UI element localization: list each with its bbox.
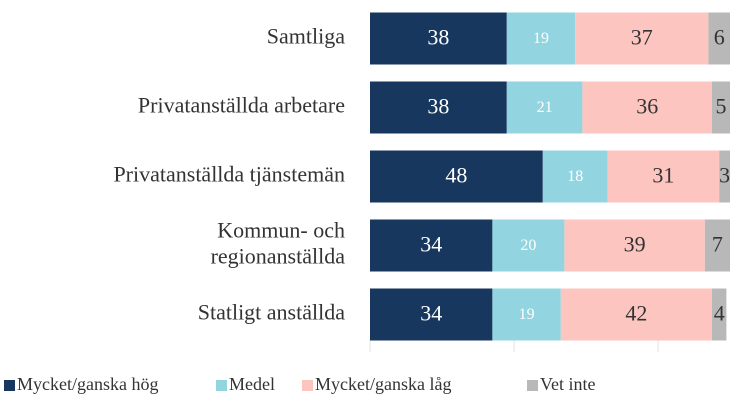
category-label-line: regionanställda (211, 244, 346, 269)
value-label: 34 (420, 232, 442, 257)
bar-segment (370, 150, 543, 203)
legend-swatch (4, 380, 15, 391)
legend-label: Medel (229, 374, 275, 394)
legend-label: Mycket/ganska hög (17, 374, 158, 394)
bar-segment (704, 219, 730, 272)
value-label: 7 (712, 232, 723, 257)
bar-segment (370, 12, 507, 65)
bar-segment (564, 219, 705, 272)
value-label: 36 (636, 94, 658, 119)
value-label: 48 (445, 163, 467, 188)
category-label: Kommun- och regionanställda (211, 218, 346, 269)
bar-segment (719, 150, 730, 203)
value-label: 38 (427, 94, 449, 119)
legend-label: Mycket/ganska låg (315, 374, 451, 394)
category-label-line: Kommun- och (217, 218, 345, 243)
value-label: 6 (714, 25, 725, 50)
bar-segment (712, 288, 727, 341)
value-label: 38 (427, 25, 449, 50)
legend-swatch (216, 380, 227, 391)
bar-segment (370, 288, 493, 341)
bar-segment (575, 12, 709, 65)
value-label: 37 (631, 25, 653, 50)
legend-label: Vet inte (540, 374, 596, 394)
value-label: 20 (520, 237, 536, 254)
category-label: Privatanställda arbetare (138, 93, 345, 118)
value-label: 3 (719, 163, 730, 188)
bar-segment (370, 219, 493, 272)
bar-segment (492, 219, 565, 272)
value-label: 31 (652, 163, 674, 188)
bar-segment (607, 150, 720, 203)
bar-segment (492, 288, 561, 341)
value-label: 5 (716, 94, 727, 119)
legend-swatch (527, 380, 538, 391)
value-label: 34 (420, 301, 442, 326)
value-label: 19 (519, 306, 535, 323)
value-label: 39 (624, 232, 646, 257)
bar-segment (560, 288, 712, 341)
value-label: 4 (714, 301, 725, 326)
bar-segment (506, 12, 576, 65)
value-label: 21 (537, 99, 553, 116)
bar-segment (708, 12, 730, 65)
category-label: Samtliga (267, 24, 345, 49)
bar-segment (582, 81, 712, 134)
legend-swatch (302, 380, 313, 391)
value-label: 18 (567, 168, 583, 185)
value-label: 42 (625, 301, 647, 326)
category-label: Privatanställda tjänstemän (113, 162, 345, 187)
value-label: 19 (533, 30, 549, 47)
bar-segment (506, 81, 583, 134)
bar-segment (712, 81, 730, 134)
bar-segment (542, 150, 608, 203)
bar-segment (370, 81, 507, 134)
category-label: Statligt anställda (198, 300, 345, 325)
